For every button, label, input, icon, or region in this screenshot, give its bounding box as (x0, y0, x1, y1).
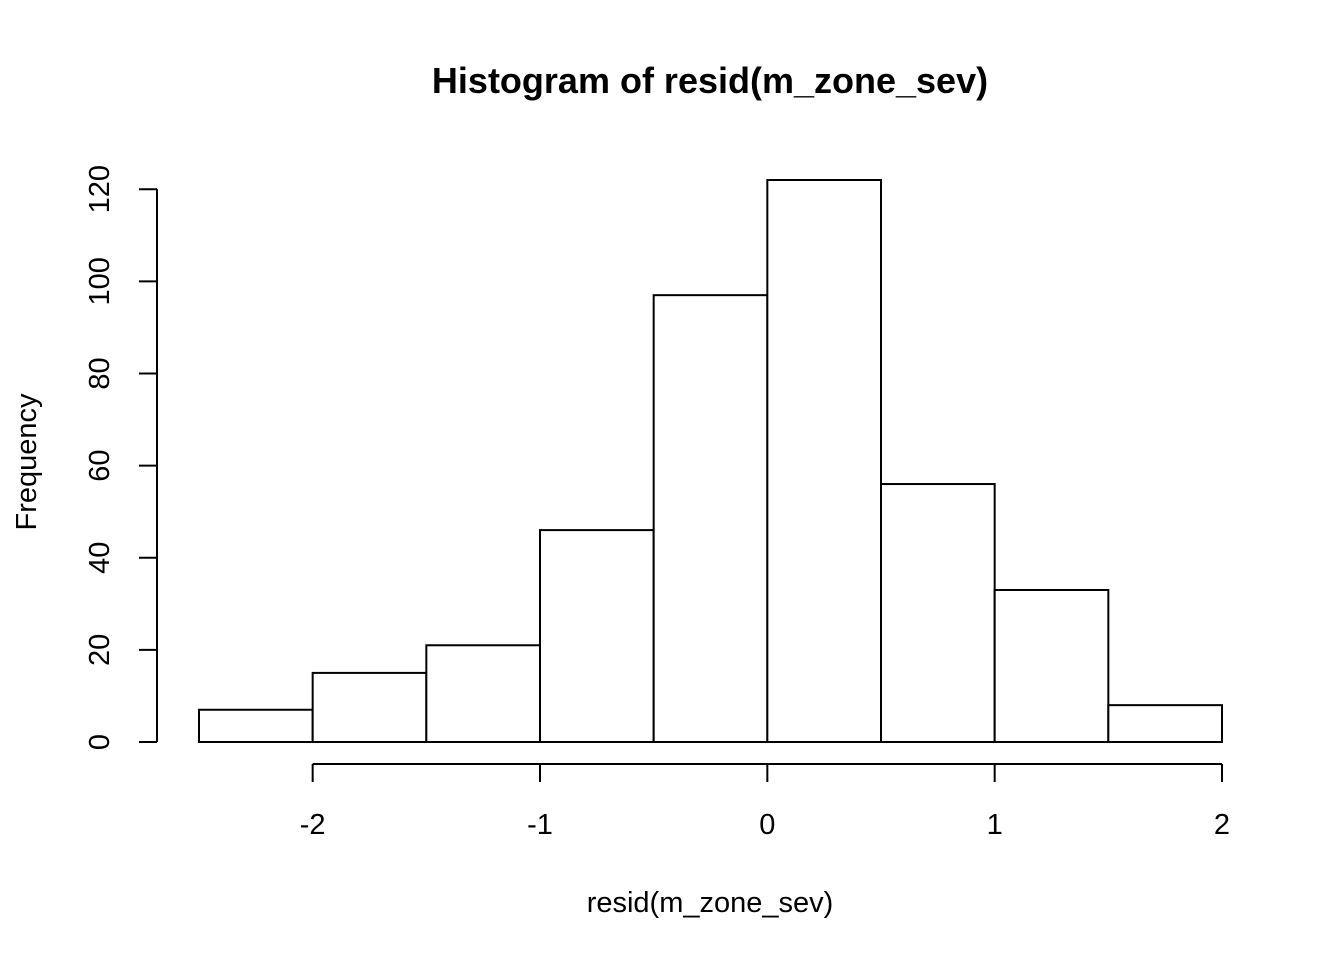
histogram-bar (1107, 704, 1224, 743)
y-tick-label: 20 (84, 634, 116, 666)
y-tick-label: 0 (84, 734, 116, 750)
y-tick-label: 80 (84, 357, 116, 389)
histogram-bar (993, 588, 1110, 743)
histogram-bar (652, 294, 769, 743)
y-tick-label: 40 (84, 542, 116, 574)
histogram-bar (198, 708, 314, 743)
y-axis: 0 20 40 60 80 100 120 (84, 165, 158, 750)
histogram-bar (766, 179, 882, 743)
histogram-bar (880, 483, 996, 743)
y-tick-label: 100 (84, 257, 116, 305)
histogram-bar (425, 644, 542, 743)
chart-title: Histogram of resid(m_zone_sev) (432, 60, 988, 101)
histogram-bar (539, 529, 655, 744)
histogram-bar (311, 671, 428, 743)
y-tick-label: 60 (84, 449, 116, 481)
y-axis-label: Frequency (11, 393, 43, 531)
x-tick-label: -2 (300, 809, 326, 841)
x-axis: -2 -1 0 1 2 (300, 763, 1230, 841)
x-tick-label: 0 (759, 809, 775, 841)
y-tick-label: 120 (84, 165, 116, 213)
x-tick-label: -1 (527, 809, 553, 841)
x-axis-label: resid(m_zone_sev) (587, 887, 834, 919)
bars-group (198, 179, 1224, 744)
x-tick-label: 1 (987, 809, 1003, 841)
x-tick-label: 2 (1214, 809, 1230, 841)
